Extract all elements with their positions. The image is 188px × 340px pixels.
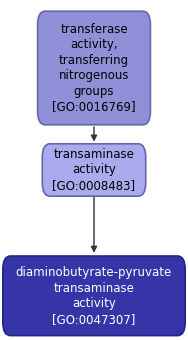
Text: transaminase
activity
[GO:0008483]: transaminase activity [GO:0008483]	[52, 148, 136, 192]
FancyBboxPatch shape	[38, 11, 150, 125]
Text: transferase
activity,
transferring
nitrogenous
groups
[GO:0016769]: transferase activity, transferring nitro…	[52, 23, 136, 113]
FancyBboxPatch shape	[3, 256, 185, 336]
Text: diaminobutyrate-pyruvate
transaminase
activity
[GO:0047307]: diaminobutyrate-pyruvate transaminase ac…	[16, 266, 172, 326]
FancyBboxPatch shape	[42, 144, 146, 196]
